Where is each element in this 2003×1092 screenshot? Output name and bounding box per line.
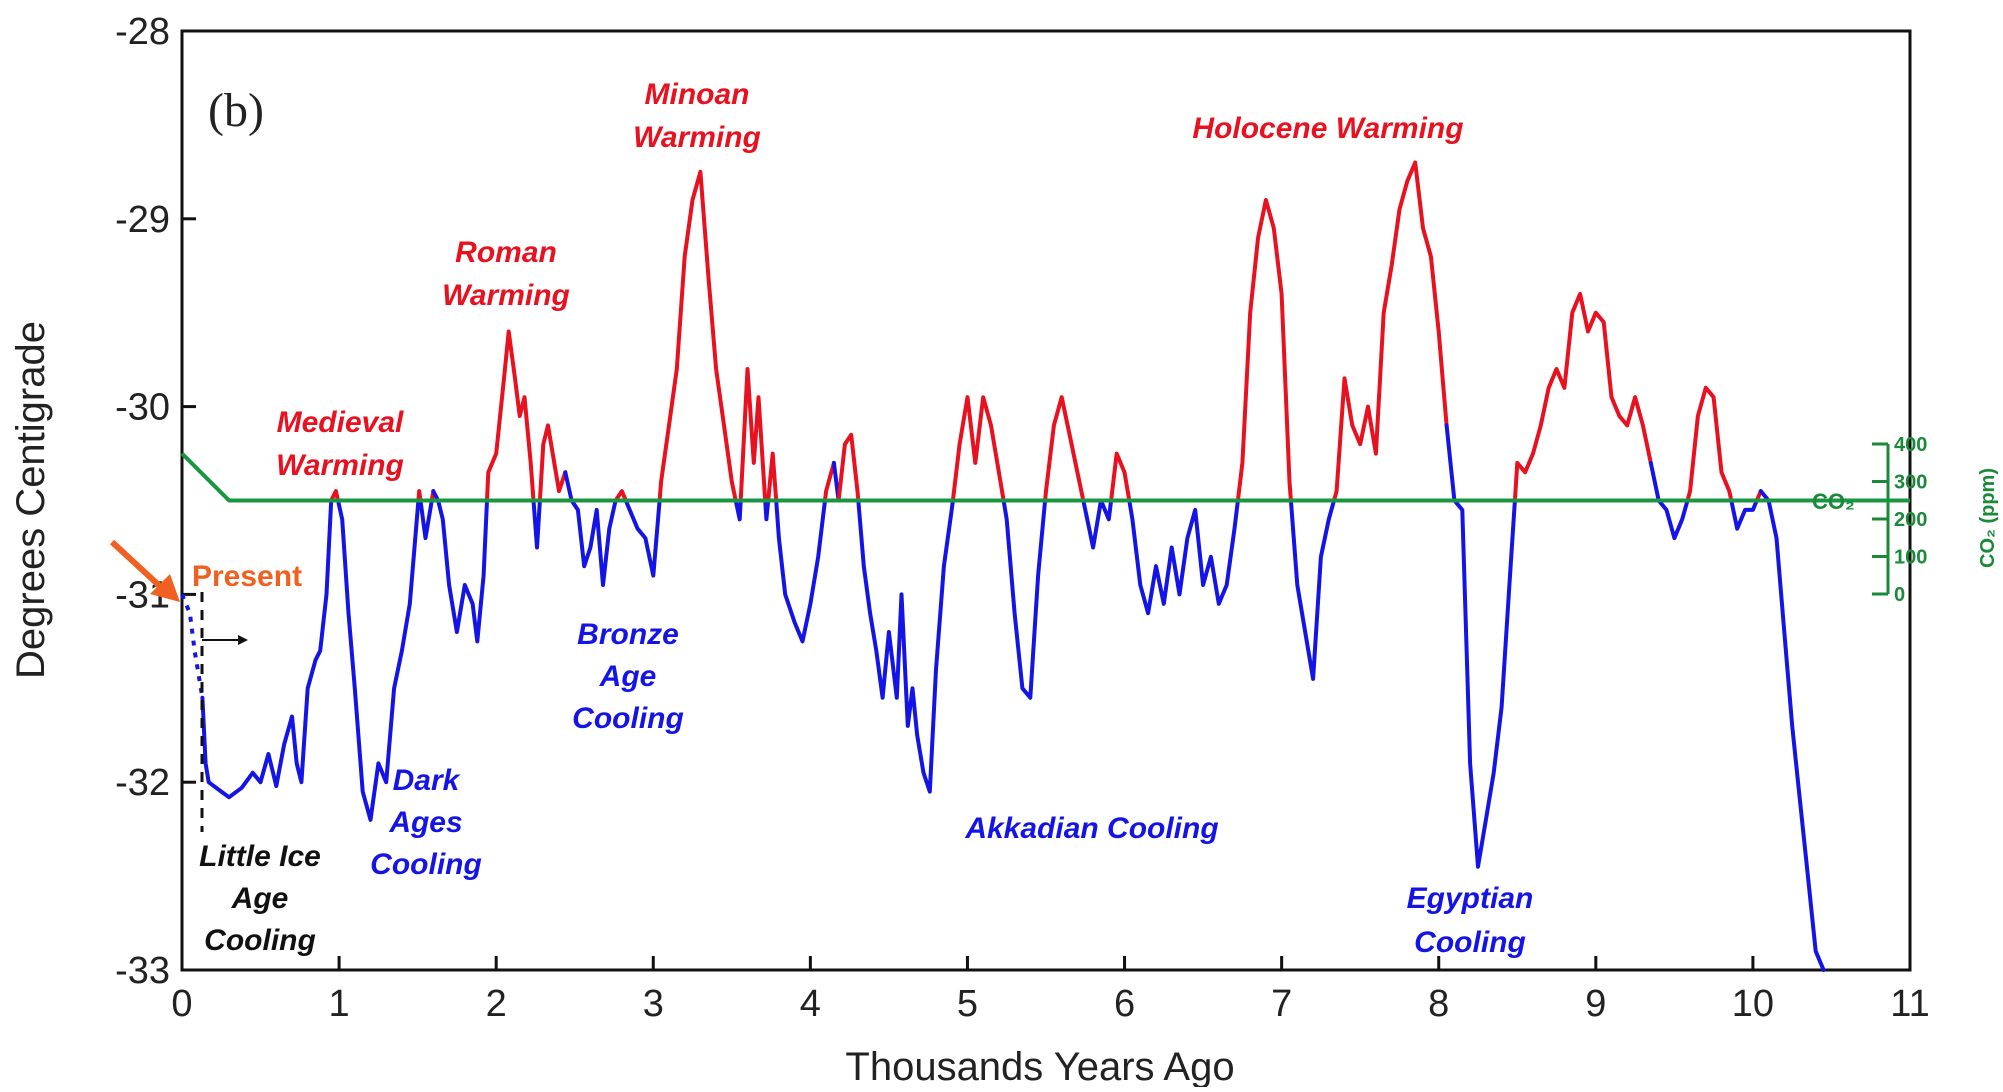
x-tick-label: 2 — [486, 983, 507, 1025]
x-axis-title: Thousands Years Ago — [845, 1045, 1234, 1087]
x-tick-label: 7 — [1271, 983, 1292, 1025]
annotation-egyptian-cooling-line2: Cooling — [1414, 926, 1526, 959]
annotation-little-ice-age-line3: Cooling — [204, 924, 316, 957]
present-annotation: Present — [109, 539, 302, 602]
little-ice-age-arrow-head — [238, 635, 248, 645]
temperature-line-warm-segment — [1109, 451, 1132, 503]
temperature-line-cool-segment — [431, 489, 489, 644]
temperature-line-cool-segment — [418, 498, 434, 541]
temperature-line-cool-segment — [623, 498, 662, 578]
present-dotted-line — [180, 593, 205, 699]
x-tick-label: 3 — [643, 983, 664, 1025]
temperature-line-warm-segment — [836, 432, 861, 503]
present-arrow-head — [150, 574, 180, 602]
temperature-line-cool-segment — [1444, 423, 1517, 869]
warming-annotations: Medieval Warming Roman Warming Minoan Wa… — [276, 78, 1463, 482]
y-tick-label: -29 — [115, 199, 170, 241]
co2-axis: 400 300 200 100 0 — [1872, 434, 1927, 606]
temperature-line-warm-segment — [485, 329, 536, 503]
temperature-line-cool-segment — [856, 498, 955, 794]
temperature-line-warm-segment — [766, 451, 779, 503]
co2-axis-title: CO₂ (ppm) — [1977, 468, 1999, 568]
present-label: Present — [192, 560, 302, 593]
co2-line-label: CO₂ — [1812, 489, 1855, 514]
annotation-medieval-warming-line1: Medieval — [277, 406, 404, 439]
annotation-dark-ages-cooling-line1: Dark — [393, 764, 461, 797]
x-axis: 0 1 2 3 4 5 6 7 8 9 10 11 — [171, 956, 1930, 1025]
annotation-holocene-warming: Holocene Warming — [1192, 112, 1463, 145]
temperature-line-cool-segment — [200, 498, 334, 800]
temperature-line-cool-segment — [336, 498, 421, 822]
annotation-bronze-age-cooling-line1: Bronze — [577, 618, 679, 651]
annotation-little-ice-age-line2: Age — [231, 882, 289, 915]
temperature-line-warm-segment — [537, 423, 568, 503]
co2-tick-label: 300 — [1894, 472, 1927, 494]
temperature-line-warm-segment — [1043, 395, 1086, 503]
x-tick-label: 9 — [1585, 983, 1606, 1025]
temperature-line-cool-segment — [1127, 498, 1240, 616]
panel-label: (b) — [208, 84, 264, 137]
temperature-line-warm-segment — [1685, 385, 1734, 503]
cooling-annotations: Bronze Age Cooling Dark Ages Cooling Akk… — [370, 618, 1533, 959]
annotation-minoan-warming-line1: Minoan — [645, 78, 750, 111]
x-tick-label: 11 — [1890, 983, 1929, 1025]
co2-tick-label: 200 — [1894, 509, 1927, 531]
y-axis-title: Degrees Centigrade — [9, 321, 53, 679]
co2-line — [180, 452, 1910, 503]
y-tick-label: -32 — [115, 762, 170, 804]
annotation-bronze-age-cooling-line2: Age — [599, 660, 657, 693]
y-tick-label: -28 — [115, 11, 170, 53]
annotation-dark-ages-cooling-line3: Cooling — [370, 848, 482, 881]
temperature-line-cool-segment — [733, 498, 743, 522]
temperature-line-cool-segment — [563, 470, 618, 587]
co2-tick-label: 400 — [1894, 434, 1927, 456]
annotation-egyptian-cooling-line1: Egyptian — [1407, 882, 1534, 915]
temperature-line-warm-segment — [950, 395, 1006, 503]
co2-tick-label: 100 — [1894, 547, 1927, 569]
annotation-bronze-age-cooling-line3: Cooling — [572, 702, 684, 735]
temperature-line-cool-segment — [1001, 498, 1048, 700]
temperature-line-warm-segment — [1332, 160, 1449, 503]
x-tick-label: 8 — [1428, 983, 1449, 1025]
temperature-line-cool-segment — [1758, 489, 1826, 972]
temperature-line-warm-segment — [1235, 198, 1293, 503]
temperature-line-warm-segment — [823, 460, 836, 503]
temperature-line-cool-segment — [763, 498, 771, 522]
annotation-little-ice-age-line1: Little Ice — [199, 840, 321, 873]
temperature-line-warm-segment — [657, 169, 738, 503]
annotation-roman-warming-line1: Roman — [455, 236, 557, 269]
temperature-line-cool-segment — [1729, 498, 1759, 531]
temperature-line-warm-segment — [738, 367, 768, 503]
temperature-line-warm-segment — [416, 489, 423, 503]
temperature-line-warm-segment — [613, 489, 628, 503]
co2-tick-label: 0 — [1894, 584, 1905, 606]
present-arrow-line — [109, 539, 167, 593]
annotation-dark-ages-cooling-line2: Ages — [388, 806, 462, 839]
annotation-minoan-warming-line2: Warming — [633, 121, 761, 154]
y-tick-label: -30 — [115, 387, 170, 429]
series-layer — [180, 160, 1910, 972]
temperature-line-cool-segment — [1288, 498, 1336, 681]
y-axis: -28-29-30-31-32-33 — [115, 11, 196, 992]
x-tick-label: 6 — [1114, 983, 1135, 1025]
annotation-akkadian-cooling: Akkadian Cooling — [964, 812, 1218, 845]
temperature-line-warm-segment — [1512, 291, 1653, 503]
temperature-line-cool-segment — [774, 498, 827, 644]
x-tick-label: 1 — [329, 983, 350, 1025]
temperature-line-warm-segment — [329, 489, 340, 503]
temperature-line-cool-segment — [1648, 460, 1690, 541]
x-tick-label: 5 — [957, 983, 978, 1025]
x-tick-label: 0 — [171, 983, 192, 1025]
annotation-roman-warming-line2: Warming — [442, 279, 570, 312]
x-tick-label: 10 — [1732, 983, 1774, 1025]
temperature-line-cool-segment — [1081, 498, 1114, 550]
x-tick-label: 4 — [800, 983, 821, 1025]
annotation-medieval-warming-line2: Warming — [276, 449, 404, 482]
y-tick-label: -33 — [115, 950, 170, 992]
temperature-line-cool-segment — [531, 498, 542, 550]
little-ice-age-annotation: Little Ice Age Cooling — [199, 592, 321, 957]
